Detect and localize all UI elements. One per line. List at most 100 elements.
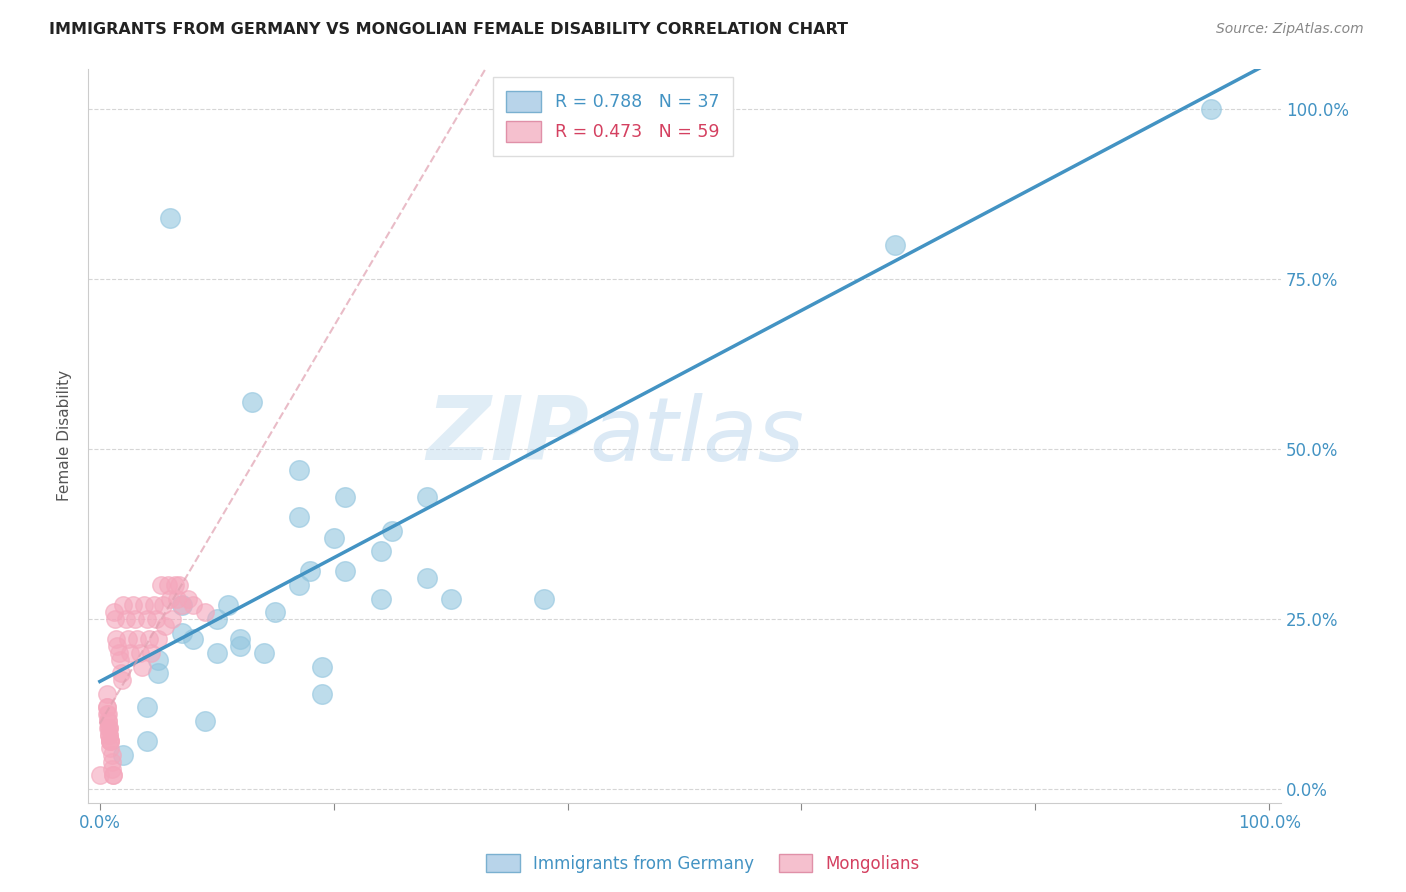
Point [335,565,357,579]
Point [299,565,322,579]
Point [101,768,124,782]
Text: ZIP: ZIP [426,392,589,479]
Point [148,653,170,667]
Point [162,612,184,626]
Point [884,238,907,252]
Point [138,632,160,647]
Point [322,531,344,545]
Point [533,591,555,606]
Point [96,700,118,714]
Point [381,524,404,538]
Point [97,714,120,728]
Point [135,612,157,626]
Point [370,544,392,558]
Text: IMMIGRANTS FROM GERMANY VS MONGOLIAN FEMALE DISABILITY CORRELATION CHART: IMMIGRANTS FROM GERMANY VS MONGOLIAN FEM… [49,22,848,37]
Point [100,762,122,776]
Point [100,734,122,748]
Point [287,462,309,476]
Point [149,578,172,592]
Point [579,122,602,136]
Point [128,646,150,660]
Point [218,599,240,613]
Point [264,605,287,619]
Point [96,707,118,722]
Point [127,632,149,647]
Point [98,728,121,742]
Point [155,619,177,633]
Text: atlas: atlas [589,392,804,478]
Point [1199,103,1222,117]
Point [240,394,263,409]
Point [98,721,121,735]
Point [104,612,127,626]
Point [416,490,439,504]
Point [96,700,118,714]
Point [101,768,124,782]
Point [287,578,309,592]
Point [142,599,165,613]
Point [120,646,142,660]
Point [103,605,125,619]
Point [170,625,193,640]
Point [159,591,181,606]
Point [169,578,191,592]
Point [252,646,274,660]
Point [194,605,217,619]
Y-axis label: Female Disability: Female Disability [58,370,72,501]
Point [124,612,146,626]
Point [105,632,128,647]
Point [141,646,163,660]
Point [111,673,134,688]
Point [100,741,122,756]
Point [229,632,252,647]
Text: Source: ZipAtlas.com: Source: ZipAtlas.com [1216,22,1364,37]
Point [107,646,129,660]
Point [229,640,252,654]
Point [205,612,228,626]
Point [166,591,188,606]
Point [416,571,439,585]
Point [114,612,136,626]
Point [311,687,333,701]
Point [145,612,167,626]
Point [98,721,121,735]
Point [311,659,333,673]
Point [108,653,131,667]
Legend: R = 0.788   N = 37, R = 0.473   N = 59: R = 0.788 N = 37, R = 0.473 N = 59 [492,78,734,156]
Point [370,591,392,606]
Point [97,707,120,722]
Point [97,714,120,728]
Point [98,728,121,742]
Point [183,599,205,613]
Point [100,755,122,769]
Point [135,700,157,714]
Point [131,659,153,673]
Point [100,734,122,748]
Point [105,640,128,654]
Point [112,747,135,762]
Point [110,666,132,681]
Point [176,591,198,606]
Point [159,211,181,225]
Point [335,490,357,504]
Point [96,687,118,701]
Point [170,599,193,613]
Point [152,599,174,613]
Legend: Immigrants from Germany, Mongolians: Immigrants from Germany, Mongolians [479,847,927,880]
Point [100,747,122,762]
Point [156,578,179,592]
Point [148,666,170,681]
Point [112,599,135,613]
Point [135,734,157,748]
Point [440,591,463,606]
Point [134,599,156,613]
Point [170,599,193,613]
Point [148,632,170,647]
Point [163,578,186,592]
Point [97,721,120,735]
Point [89,768,111,782]
Point [121,599,143,613]
Point [100,734,122,748]
Point [194,714,217,728]
Point [183,632,205,647]
